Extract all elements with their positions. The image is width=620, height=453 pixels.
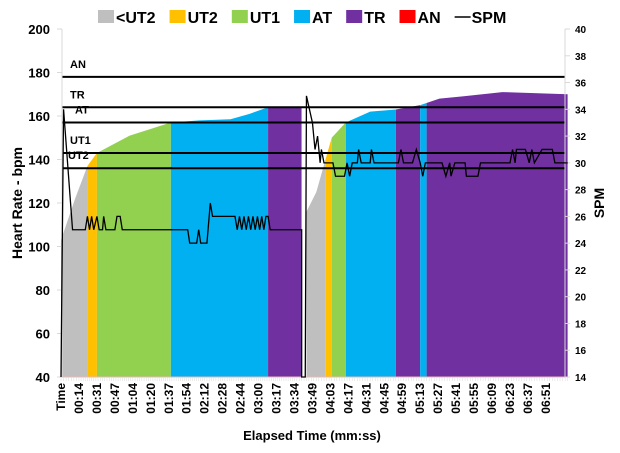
x-tick-label: 01:20 [144,383,158,414]
x-tick-label: 06:23 [503,383,517,414]
threshold-label: UT2 [68,150,89,162]
legend-label: AN [418,10,441,27]
x-tick-label: 02:44 [234,383,248,414]
y2-tick-label: 14 [575,373,587,384]
y2-tick-label: 34 [575,105,587,116]
hr-zone-areas [61,92,568,377]
x-axis-title: Elapsed Time (mm:ss) [243,428,381,443]
legend-label: <UT2 [116,10,156,27]
x-tick-label: 02:12 [198,383,212,414]
x-tick-label: 03:34 [287,383,301,414]
x-tick-label: 04:31 [359,383,373,414]
x-tick-label: 04:45 [377,383,391,414]
zone-area [87,92,97,377]
x-tick-label: 03:49 [305,383,319,414]
x-tick-label: 01:37 [162,383,176,414]
zone-area [426,92,568,377]
x-tick-label: 00:31 [90,383,104,414]
y-tick-label: 180 [28,66,50,81]
legend-swatch-5 [399,10,416,23]
zone-area [306,92,326,377]
x-tick-label: 05:55 [467,383,481,414]
y2-tick-label: 36 [575,79,587,90]
zone-area [61,92,88,377]
y-tick-label: 80 [36,283,50,298]
y2-tick-label: 28 [575,186,587,197]
legend-label: TR [364,10,386,27]
x-tick-label: 05:41 [449,383,463,414]
y-tick-label: 140 [28,153,50,168]
y2-tick-label: 24 [575,239,587,250]
legend-label: UT2 [188,10,218,27]
y2-tick-label: 32 [575,132,587,143]
x-tick-label: 06:51 [539,383,553,414]
x-tick-label: 00:14 [72,383,86,414]
threshold-label: UT1 [70,135,91,147]
legend-label: UT1 [250,10,280,27]
zone-area [325,92,332,377]
x-tick-label: Time [54,383,68,411]
legend-swatch-2 [231,10,248,23]
spm-series-line [60,95,568,378]
zone-area [170,92,269,377]
y2-tick-label: 40 [575,25,587,36]
y-tick-label: 40 [36,370,50,385]
x-tick-label: 06:37 [521,383,535,414]
legend-swatch-4 [346,10,363,23]
zone-area [420,92,427,377]
threshold-label: TR [70,89,85,101]
y2-tick-label: 26 [575,212,587,223]
y2-tick-label: 22 [575,266,587,277]
y2-tick-label: 38 [575,52,587,63]
x-tick-label: 02:28 [216,383,230,414]
y2-tick-label: 30 [575,159,587,170]
x-tick-label: 01:04 [126,383,140,414]
legend-swatch-3 [294,10,311,23]
threshold-label: AT [75,105,89,117]
x-tick-label: 01:54 [180,383,194,414]
y2-tick-label: 16 [575,346,587,357]
y-axis-title: Heart Rate - bpm [9,147,25,259]
y2-tick-label: 18 [575,319,587,330]
zone-area [268,92,302,377]
y2-axis-title: SPM [591,188,607,218]
legend-swatch-0 [98,10,114,23]
axes: 40 60 80 100 120 140 160 180 200 14 16 18 20 22 24 26 28… [28,22,586,414]
y-tick-label: 120 [28,196,50,211]
threshold-lines: AN TR AT UT1 UT2 [62,59,565,170]
y2-tick-label: 20 [575,293,587,304]
zone-area [96,92,171,377]
legend-swatch-1 [169,10,186,23]
x-tick-label: 03:00 [252,383,266,414]
y-tick-label: 160 [28,109,50,124]
y-tick-label: 60 [36,327,50,342]
y-tick-label: 100 [28,240,50,255]
x-tick-label: 05:27 [431,383,445,414]
zone-area [395,92,421,377]
zone-area [345,92,396,377]
x-tick-label: 04:59 [395,383,409,414]
x-tick-label: 04:17 [341,383,355,414]
threshold-label: AN [70,59,86,71]
x-tick-label: 00:47 [108,383,122,414]
legend-label: AT [312,10,332,27]
legend: <UT2 UT2 UT1 AT TR AN SPM [98,10,506,27]
y-tick-label: 200 [28,22,50,37]
x-tick-label: 04:03 [323,383,337,414]
x-tick-label: 05:13 [413,383,427,414]
zone-area [331,92,346,377]
x-tick-label: 03:17 [270,383,284,414]
x-tick-label: 06:09 [485,383,499,414]
legend-label: SPM [472,10,507,27]
